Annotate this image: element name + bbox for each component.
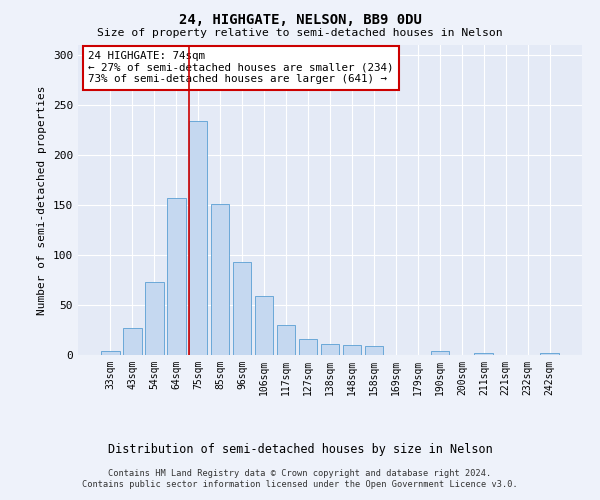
Bar	[320, 344, 340, 355]
Bar	[233, 262, 251, 355]
Bar	[189, 121, 208, 355]
Bar	[145, 282, 164, 355]
Bar	[167, 198, 185, 355]
Text: Size of property relative to semi-detached houses in Nelson: Size of property relative to semi-detach…	[97, 28, 503, 38]
Text: Contains public sector information licensed under the Open Government Licence v3: Contains public sector information licen…	[82, 480, 518, 489]
Text: Contains HM Land Registry data © Crown copyright and database right 2024.: Contains HM Land Registry data © Crown c…	[109, 468, 491, 477]
Bar	[343, 345, 361, 355]
Text: 24, HIGHGATE, NELSON, BB9 0DU: 24, HIGHGATE, NELSON, BB9 0DU	[179, 12, 421, 26]
Bar	[475, 353, 493, 355]
Bar	[299, 339, 317, 355]
Bar	[431, 351, 449, 355]
Bar	[365, 346, 383, 355]
Y-axis label: Number of semi-detached properties: Number of semi-detached properties	[37, 85, 47, 315]
Bar	[211, 204, 229, 355]
Bar	[277, 325, 295, 355]
Text: 24 HIGHGATE: 74sqm
← 27% of semi-detached houses are smaller (234)
73% of semi-d: 24 HIGHGATE: 74sqm ← 27% of semi-detache…	[88, 51, 394, 84]
Bar	[123, 328, 142, 355]
Bar	[101, 351, 119, 355]
Bar	[541, 353, 559, 355]
Bar	[255, 296, 274, 355]
Text: Distribution of semi-detached houses by size in Nelson: Distribution of semi-detached houses by …	[107, 442, 493, 456]
